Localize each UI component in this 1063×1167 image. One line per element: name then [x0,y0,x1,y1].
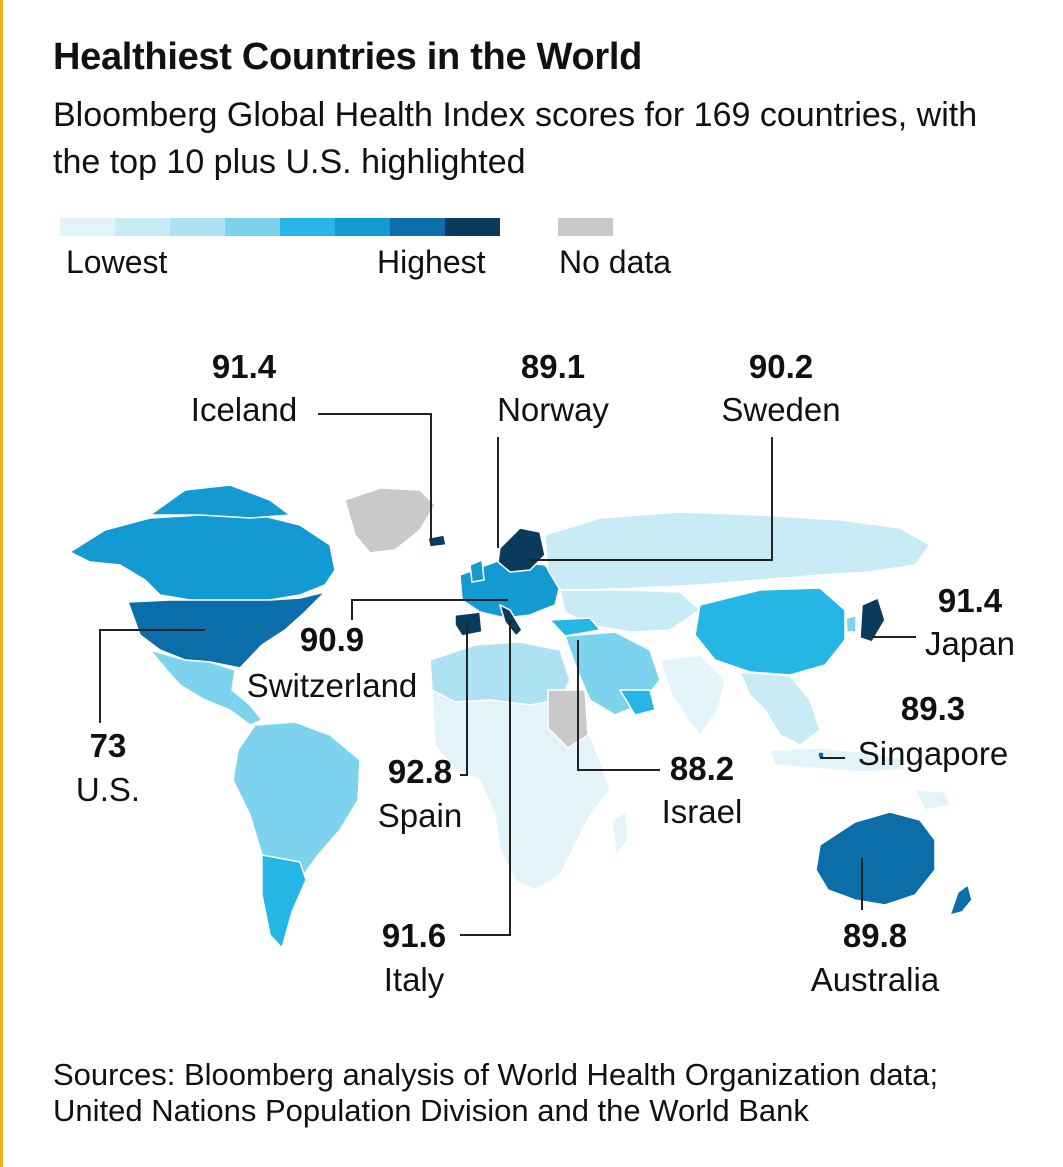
indonesia [768,747,907,773]
russia-region [544,511,932,591]
land-layer [68,484,973,950]
legend-swatch-6 [335,218,390,236]
spain-label: Spain [378,797,462,834]
legend-swatch-4 [225,218,280,236]
us-score: 73 [90,727,127,764]
legend-swatch-1 [60,218,115,236]
legend-swatch-5 [280,218,335,236]
spain-shape [454,611,483,637]
japan-label: Japan [925,625,1015,662]
source-note: Sources: Bloomberg analysis of World Hea… [53,1057,939,1128]
png [913,789,952,811]
uk-shape [469,558,485,583]
south-america [232,721,361,947]
mexico-region [147,648,264,726]
legend-low-label: Lowest [66,244,168,280]
iceland-label: Iceland [191,391,297,428]
korea-shape [845,615,857,633]
central-asia [559,589,702,633]
accent-rule [0,0,3,1167]
usa-region [126,590,328,669]
canada-region [68,514,336,603]
leader-iceland [318,413,432,540]
sweden-score: 90.2 [749,348,813,385]
australia-label: Australia [811,961,940,998]
leader-sweden [530,437,773,561]
switzerland-score: 90.9 [300,621,364,658]
us-label: U.S. [76,771,140,808]
australia-score: 89.8 [843,917,907,954]
legend-swatch-7 [390,218,445,236]
greenland [344,487,436,554]
chart-subtitle: Bloomberg Global Health Index scores for… [53,96,978,181]
iceland-shape [427,534,447,548]
spain-score: 92.8 [388,753,452,790]
leader-israel [577,640,660,771]
australia-shape [815,811,936,906]
singapore-label: Singapore [858,735,1008,772]
leader-spain [460,622,468,776]
se-asia [738,671,821,746]
arctic-islands [147,484,293,519]
gulf-region [618,689,656,716]
iceland-score: 91.4 [212,348,277,385]
leader-us [99,629,205,723]
callouts: 91.4 Iceland 89.1 Norway 90.2 Sweden 91.… [76,348,1015,998]
new-zealand [948,883,973,917]
leader-switzerland [351,599,508,620]
norway-score: 89.1 [521,348,585,385]
madagascar [611,810,629,857]
india-shape [658,654,726,737]
japan-score: 91.4 [938,582,1003,619]
italy-label: Italy [384,961,445,998]
leader-lines [99,413,916,936]
chart-title: Healthiest Countries in the World [53,36,643,78]
china-shape [694,587,846,676]
legend-nodata-label: No data [559,244,672,280]
legend-high-label: Highest [377,244,486,280]
italy-score: 91.6 [382,917,446,954]
legend-swatch-8 [445,218,500,236]
legend-swatch-2 [115,218,170,236]
singapore-score: 89.3 [901,690,965,727]
israel-score: 88.2 [670,750,734,787]
turkey [548,617,602,637]
switzerland-label: Switzerland [247,667,418,704]
israel-label: Israel [662,793,743,830]
norway-label: Norway [497,391,609,428]
leader-italy [460,620,511,936]
japan-shape [859,596,886,643]
legend-swatch-3 [170,218,225,236]
southern-cone [261,854,307,950]
legend-swatch-nodata [558,218,613,236]
sweden-label: Sweden [721,391,840,428]
